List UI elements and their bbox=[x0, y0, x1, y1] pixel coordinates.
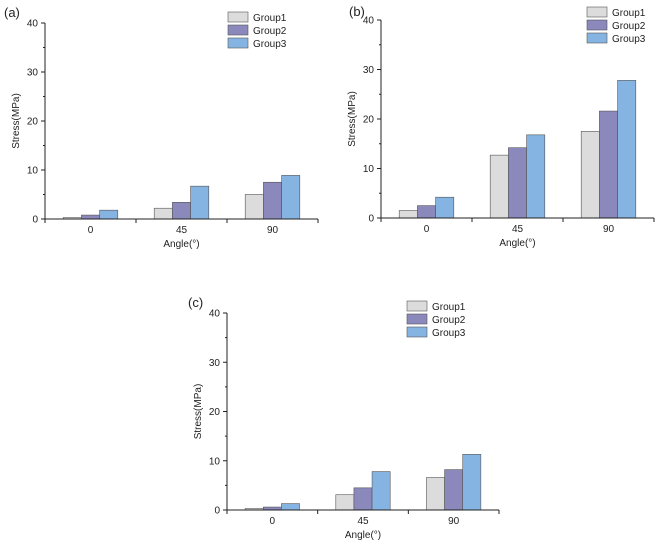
x-tick-label: 0 bbox=[270, 516, 276, 527]
x-tick-label: 45 bbox=[176, 225, 188, 236]
bar-group2-0 bbox=[81, 214, 100, 220]
x-tick-label: 0 bbox=[88, 225, 94, 236]
bar-group1-0 bbox=[398, 210, 418, 219]
legend-swatch-group3 bbox=[586, 32, 608, 44]
y-tick-label: 30 bbox=[27, 68, 39, 79]
y-tick-label: 30 bbox=[363, 65, 375, 76]
bar-group1-45 bbox=[489, 154, 509, 219]
bar-group2-45 bbox=[172, 202, 191, 220]
bar-group3-45 bbox=[190, 185, 210, 220]
bar-group1-45 bbox=[335, 494, 355, 511]
legend-swatch-group3 bbox=[406, 326, 428, 338]
bar-group2-45 bbox=[508, 147, 527, 219]
legend-swatch-group2 bbox=[406, 313, 428, 325]
bar-group3-90 bbox=[617, 80, 637, 219]
legend-swatch-group1 bbox=[406, 300, 428, 312]
chart-panel-1: (a) 0 10 20 30 40 0 45 90 Angle(°) Stress(MPa) Grou… bbox=[4, 5, 319, 250]
y-tick-label: 30 bbox=[209, 358, 221, 369]
chart-panel-2: (b) 0 10 20 30 40 0 45 90 Angle(°) Stress(MPa) Grou… bbox=[347, 4, 655, 249]
legend-label-group2: Group2 bbox=[612, 21, 646, 32]
y-tick-label: 20 bbox=[27, 117, 39, 128]
x-tick-label: 45 bbox=[357, 516, 369, 527]
legend-label-group3: Group3 bbox=[432, 328, 466, 339]
y-tick-label: 40 bbox=[209, 309, 221, 320]
bar-group2-90 bbox=[263, 181, 282, 220]
y-axis-title: Stress(MPa) bbox=[11, 93, 22, 149]
bar-group2-0 bbox=[417, 205, 436, 219]
legend-label-group1: Group1 bbox=[432, 302, 466, 313]
legend-label-group2: Group2 bbox=[432, 315, 466, 326]
y-tick-label: 40 bbox=[27, 19, 39, 30]
legend-swatch-group2 bbox=[586, 19, 608, 31]
panel-label: (b) bbox=[349, 4, 365, 19]
bar-group3-0 bbox=[435, 196, 455, 219]
y-axis-title: Stress(MPa) bbox=[193, 384, 204, 440]
bar-group3-45 bbox=[371, 471, 391, 511]
x-tick-label: 0 bbox=[424, 224, 430, 235]
bar-group2-90 bbox=[599, 110, 618, 219]
bar-group2-45 bbox=[353, 487, 373, 511]
y-tick-label: 20 bbox=[363, 115, 375, 126]
bar-group3-0 bbox=[99, 209, 119, 220]
y-tick-label: 10 bbox=[209, 456, 221, 467]
x-axis-title: Angle(°) bbox=[345, 530, 381, 541]
legend-swatch-group1 bbox=[586, 6, 608, 18]
x-tick-label: 90 bbox=[603, 224, 615, 235]
legend-swatch-group2 bbox=[227, 24, 249, 36]
bar-group2-90 bbox=[444, 469, 464, 511]
legend-label-group3: Group3 bbox=[612, 34, 646, 45]
x-tick-label: 90 bbox=[448, 516, 460, 527]
y-tick-label: 40 bbox=[363, 16, 375, 27]
x-axis-title: Angle(°) bbox=[163, 239, 199, 250]
y-tick-label: 0 bbox=[32, 215, 38, 226]
panel-label: (c) bbox=[188, 295, 203, 310]
bar-group1-90 bbox=[580, 131, 600, 219]
x-tick-label: 45 bbox=[512, 224, 524, 235]
legend-swatch-group1 bbox=[227, 11, 249, 23]
y-tick-label: 10 bbox=[27, 166, 39, 177]
bar-group1-90 bbox=[426, 477, 445, 511]
chart-panel-3: (c) 0 10 20 30 40 0 45 90 Angle(°) Stress(MPa) Grou… bbox=[188, 295, 500, 541]
y-tick-label: 0 bbox=[214, 506, 220, 517]
bar-group1-90 bbox=[244, 194, 264, 220]
legend-label-group3: Group3 bbox=[253, 39, 287, 50]
y-axis-title: Stress(MPa) bbox=[347, 91, 358, 147]
x-axis-title: Angle(°) bbox=[499, 238, 535, 249]
bar-group1-45 bbox=[153, 207, 173, 220]
panel-label: (a) bbox=[4, 5, 20, 20]
legend-label-group1: Group1 bbox=[253, 13, 287, 24]
y-tick-label: 20 bbox=[209, 407, 221, 418]
legend-swatch-group3 bbox=[227, 37, 249, 49]
bar-group3-0 bbox=[281, 503, 300, 511]
x-tick-label: 90 bbox=[267, 225, 279, 236]
legend-label-group2: Group2 bbox=[253, 26, 287, 37]
bar-group3-90 bbox=[462, 454, 482, 511]
bar-group3-45 bbox=[526, 134, 546, 219]
bar-group3-90 bbox=[281, 175, 301, 220]
legend-label-group1: Group1 bbox=[612, 8, 646, 19]
y-tick-label: 10 bbox=[363, 164, 375, 175]
y-tick-label: 0 bbox=[368, 214, 374, 225]
